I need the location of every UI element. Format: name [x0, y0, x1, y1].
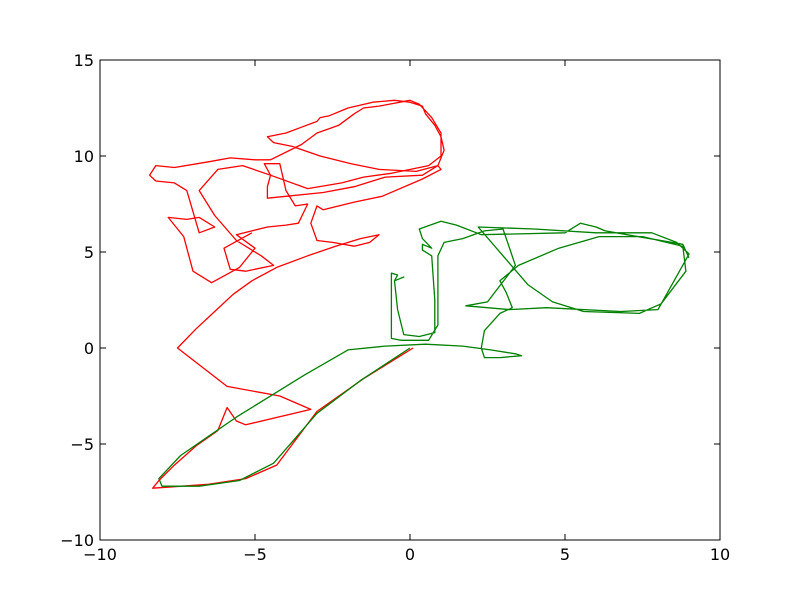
series-line-2 [158, 220, 690, 487]
x-tick-labels: −10 −5 0 5 10 [83, 545, 730, 564]
y-tick-label: 10 [74, 147, 94, 166]
y-tick-label: 5 [84, 243, 94, 262]
series-line-1 [148, 99, 445, 489]
y-tick-labels: −10 −5 0 5 10 15 [60, 51, 94, 550]
x-tick-label: 10 [710, 545, 730, 564]
x-tick-label: 5 [560, 545, 570, 564]
x-tick-label: 0 [405, 545, 415, 564]
x-tick-label: −5 [243, 545, 267, 564]
x-tick-label: −10 [83, 545, 117, 564]
y-tick-label: −5 [70, 435, 94, 454]
series-layer [148, 99, 690, 489]
y-tick-label: 0 [84, 339, 94, 358]
ticks-layer [99, 59, 721, 541]
y-tick-label: 15 [74, 51, 94, 70]
y-tick-label: −10 [60, 531, 94, 550]
